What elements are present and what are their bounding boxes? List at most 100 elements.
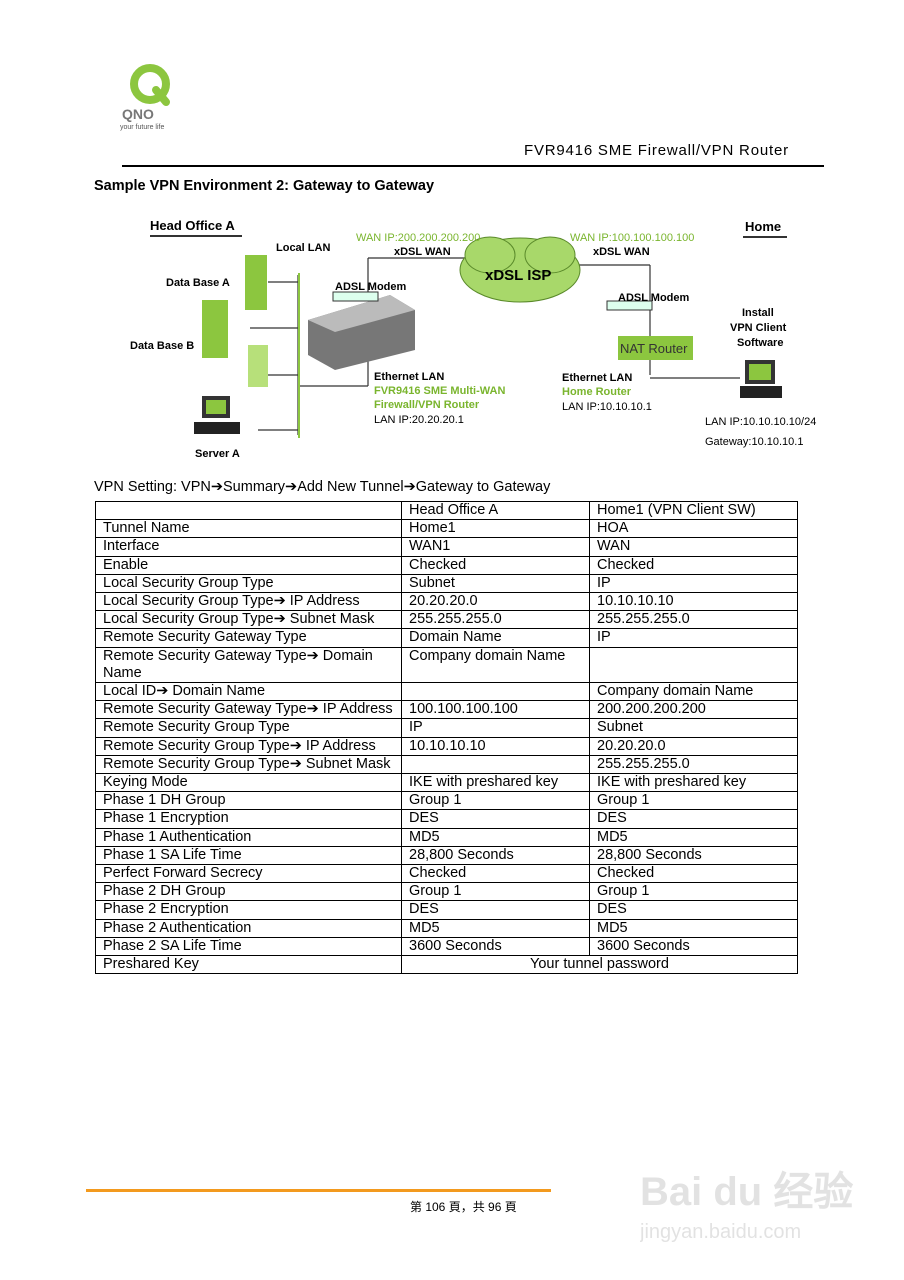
table-row: Remote Security Group Type➔ IP Address 10… (95, 736, 798, 756)
home-value-cell: 255.255.255.0 (589, 754, 798, 775)
setting-name-cell: Phase 1 SA Life Time (95, 845, 402, 866)
qno-logo: QNO your future life (120, 64, 170, 131)
vpn-setting-path: VPN Setting: VPN➔Summary➔Add New Tunnel➔… (94, 479, 551, 495)
table-row: Local ID➔ Domain Name Company domain Name (95, 682, 798, 702)
label-install-1: Install (742, 307, 774, 319)
table-row-preshared: Preshared Key Your tunnel password (95, 955, 798, 975)
home-value-cell: 3600 Seconds (589, 936, 798, 957)
server-icon (248, 345, 268, 387)
table-header-cell (95, 500, 402, 521)
table-row: Phase 1 SA Life Time 28,800 Seconds 28,800… (95, 845, 798, 866)
home-value-cell: IKE with preshared key (589, 773, 798, 793)
table-row: Local Security Group Type➔ Subnet Mask 25… (95, 610, 798, 630)
setting-name-cell: Phase 2 DH Group (95, 882, 402, 902)
head-office-value-cell: Group 1 (401, 791, 590, 811)
section-title: Sample VPN Environment 2: Gateway to Gat… (94, 178, 435, 194)
home-value-cell: DES (589, 900, 798, 920)
setting-name-cell: Remote Security Gateway Type (95, 628, 402, 648)
head-office-value-cell: Domain Name (401, 628, 590, 648)
home-value-cell: 10.10.10.10 (589, 592, 798, 612)
head-office-value-cell (401, 682, 590, 702)
head-office-value-cell: Group 1 (401, 882, 590, 902)
table-row: Remote Security Gateway Type➔ Domain Nam… (95, 646, 798, 684)
setting-name-cell: Remote Security Group Type➔ IP Address (95, 736, 402, 756)
head-office-value-cell: 20.20.20.0 (401, 592, 590, 612)
home-value-cell: Group 1 (589, 791, 798, 811)
database-a-icon (245, 255, 267, 310)
label-router-name-2: Firewall/VPN Router (374, 399, 480, 411)
setting-name-cell: Phase 1 Authentication (95, 827, 402, 847)
setting-name-cell: Phase 1 DH Group (95, 791, 402, 811)
setting-name-cell: Tunnel Name (95, 519, 402, 539)
baidu-watermark: Bai du 经验 jingyan.baidu.com (640, 1170, 853, 1243)
home-value-cell: DES (589, 809, 798, 829)
setting-name-cell: Remote Security Group Type➔ Subnet Mask (95, 754, 402, 775)
home-value-cell: 255.255.255.0 (589, 610, 798, 630)
label-head-office: Head Office A (150, 218, 235, 233)
label-client-gateway: Gateway:10.10.10.1 (705, 436, 803, 448)
home-value-cell: 20.20.20.0 (589, 736, 798, 756)
head-office-value-cell: 255.255.255.0 (401, 610, 590, 630)
table-header-cell: Home1 (VPN Client SW) (589, 500, 798, 521)
setting-name-cell: Phase 2 SA Life Time (95, 936, 402, 957)
table-row: Phase 2 Encryption DES DES (95, 900, 798, 920)
cloud-icon (459, 236, 581, 303)
setting-name-cell: Local ID➔ Domain Name (95, 682, 402, 702)
head-office-value-cell: IP (401, 718, 590, 738)
head-office-value-cell: 3600 Seconds (401, 936, 590, 957)
label-wan-ip-right: WAN IP:100.100.100.100 (570, 232, 694, 244)
label-eth-lan-left: Ethernet LAN (374, 371, 444, 383)
table-row: Local Security Group Type Subnet IP (95, 573, 798, 594)
table-row: Enable Checked Checked (95, 555, 798, 575)
adsl-modem-left-icon (332, 291, 379, 302)
head-office-value-cell: 10.10.10.10 (401, 736, 590, 756)
home-value-cell (589, 646, 798, 684)
label-db-a: Data Base A (166, 277, 230, 289)
adsl-modem-right-icon (606, 300, 653, 311)
table-row: Phase 2 SA Life Time 3600 Seconds 3600 Sec… (95, 936, 798, 957)
setting-name-cell: Phase 1 Encryption (95, 809, 402, 829)
label-modem-left: ADSL Modem (335, 281, 407, 293)
table-row: Remote Security Gateway Type➔ IP Address… (95, 700, 798, 720)
head-office-value-cell: IKE with preshared key (401, 773, 590, 793)
label-home-router: Home Router (562, 386, 632, 398)
header-title: FVR9416 SME Firewall/VPN Router (524, 142, 789, 159)
home-value-cell: 28,800 Seconds (589, 845, 798, 866)
label-home: Home (745, 219, 781, 234)
setting-name-cell: Enable (95, 555, 402, 575)
home-value-cell: MD5 (589, 827, 798, 847)
setting-name-cell: Interface (95, 537, 402, 557)
setting-name-cell: Preshared Key (95, 955, 402, 975)
table-row: Phase 1 Authentication MD5 MD5 (95, 827, 798, 847)
server-a-computer-icon (194, 396, 240, 434)
home-value-cell: HOA (589, 519, 798, 539)
label-isp: xDSL ISP (485, 267, 551, 284)
head-office-value-cell: Company domain Name (401, 646, 590, 684)
table-row: Perfect Forward Secrecy Checked Checked (95, 864, 798, 884)
head-office-value-cell (401, 754, 590, 775)
database-b-icon (202, 300, 228, 358)
head-office-value-cell: WAN1 (401, 537, 590, 557)
label-install-3: Software (737, 337, 783, 349)
svg-text:jingyan.baidu.com: jingyan.baidu.com (640, 1221, 801, 1243)
setting-name-cell: Local Security Group Type➔ IP Address (95, 592, 402, 612)
head-office-value-cell: DES (401, 809, 590, 829)
home-value-cell: Group 1 (589, 882, 798, 902)
table-header-cell: Head Office A (401, 500, 590, 521)
page-number: 第 106 頁，共 96 頁 (410, 1200, 517, 1214)
home-value-cell: 200.200.200.200 (589, 700, 798, 720)
label-router-name-1: FVR9416 SME Multi-WAN (374, 385, 505, 397)
head-office-value-cell: MD5 (401, 827, 590, 847)
label-db-b: Data Base B (130, 340, 194, 352)
head-office-value-cell: Checked (401, 864, 590, 884)
head-office-value-cell: 100.100.100.100 (401, 700, 590, 720)
setting-name-cell: Local Security Group Type➔ Subnet Mask (95, 610, 402, 630)
home-value-cell: Checked (589, 864, 798, 884)
label-install-2: VPN Client (730, 322, 787, 334)
setting-name-cell: Local Security Group Type (95, 573, 402, 594)
svg-text:QNO: QNO (122, 106, 154, 122)
client-computer-icon (740, 360, 782, 398)
label-wan-ip-left: WAN IP:200.200.200.200 (356, 232, 480, 244)
header-rule (122, 165, 824, 167)
